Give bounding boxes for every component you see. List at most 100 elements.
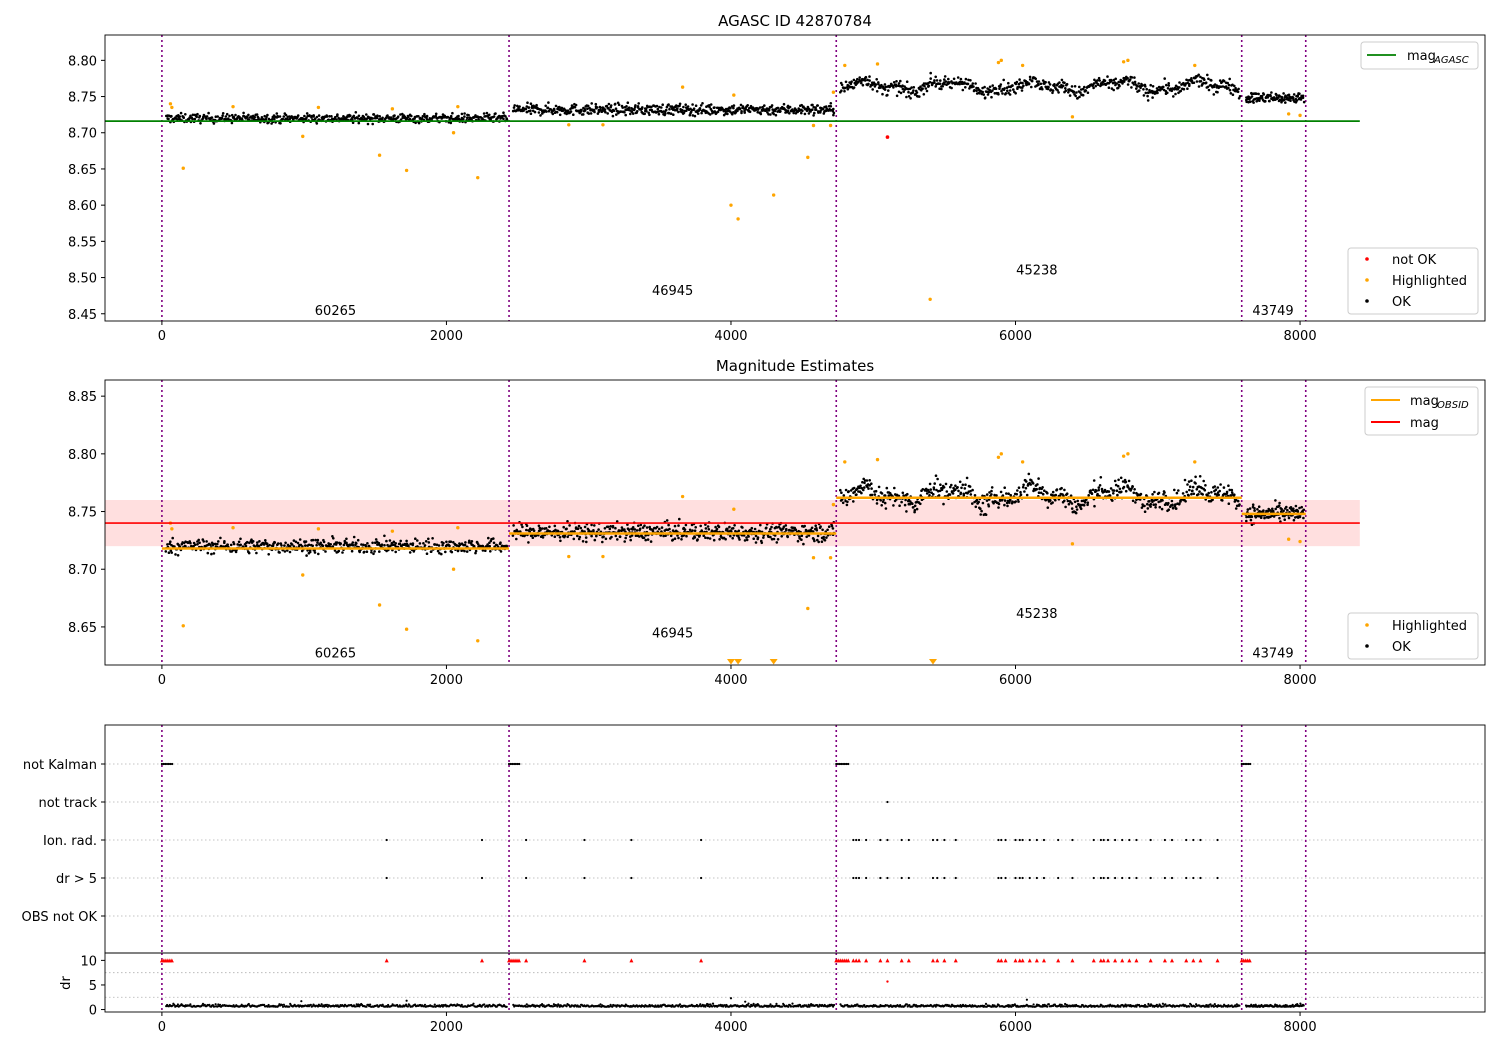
not-kalman-point — [1244, 762, 1247, 766]
p2-ok-point — [831, 527, 835, 530]
not-kalman-point — [160, 762, 164, 766]
p2-ok-point — [807, 534, 811, 537]
p2-ok-point — [936, 477, 939, 481]
p2-ok-point — [611, 525, 615, 529]
p1-ok-point — [196, 112, 199, 116]
p2-ok-point — [362, 550, 366, 554]
p1-ok-point — [921, 87, 924, 90]
p2-ok-point — [515, 537, 518, 541]
p1-ok-point — [305, 116, 308, 119]
p2-highlighted-point — [843, 460, 847, 464]
p1-ok-point — [417, 115, 420, 118]
dr-point — [288, 1005, 291, 1008]
p2-ok-point — [964, 483, 967, 487]
p2-ok-point — [945, 490, 949, 493]
p2-ok-point — [1024, 486, 1028, 490]
p2-ok-point — [737, 529, 741, 533]
p1-ok-point — [1110, 79, 1113, 83]
p2-ok-point — [892, 504, 895, 507]
p2-ok-point — [770, 525, 773, 529]
p2-ok-point — [562, 525, 565, 529]
p1-ok-point — [1112, 88, 1115, 92]
p2-ok-point — [219, 536, 222, 540]
dr-point — [214, 1003, 217, 1006]
p2-ok-point — [1279, 520, 1282, 523]
p2-ok-point — [691, 529, 694, 532]
not-kalman-point — [845, 762, 848, 766]
dr-point — [309, 1003, 312, 1006]
p1-highlighted-point — [729, 203, 733, 207]
p1-ok-point — [871, 88, 874, 91]
p2-ok-point — [985, 499, 989, 502]
dr-point — [208, 1003, 211, 1006]
p2-ok-point — [1214, 488, 1218, 492]
p1-ok-point — [901, 87, 905, 91]
dr-point — [995, 1005, 999, 1008]
p2-ok-point — [704, 523, 707, 526]
p1-highlighted-point — [1020, 63, 1025, 68]
p2-ok-point — [693, 536, 697, 539]
dr-gt-5-point — [997, 876, 1000, 880]
p2-ok-point — [1175, 491, 1179, 495]
p2-ok-point — [455, 544, 459, 547]
p1-ok-point — [1017, 82, 1021, 86]
p1-ok-point — [1224, 85, 1228, 88]
p2-ok-point — [537, 524, 541, 528]
p2-ok-point — [350, 549, 354, 553]
p2-ok-point — [1227, 502, 1231, 506]
p1-ok-point — [672, 113, 675, 116]
p1-ok-point — [1221, 85, 1225, 88]
p1-ok-point — [1078, 95, 1081, 99]
p1-highlighted-point — [1286, 112, 1291, 116]
p1-ok-point — [849, 82, 853, 86]
p2-ok-point — [292, 539, 296, 542]
p1-ytick-label: 8.80 — [68, 54, 97, 69]
dr-gt-5-point — [1185, 876, 1188, 880]
p2-ok-point — [1035, 487, 1038, 491]
p1-ok-point — [1076, 96, 1079, 100]
p2-ok-point — [827, 525, 831, 528]
p1-ok-point — [1073, 85, 1077, 88]
p1-ok-point — [216, 115, 219, 118]
p2-ok-point — [644, 538, 647, 542]
dr-point — [1059, 1005, 1062, 1008]
p1-ok-point — [381, 116, 384, 120]
p1-ok-point — [1117, 80, 1120, 84]
p2-ok-point — [1268, 509, 1272, 512]
p2-ok-point — [1222, 486, 1226, 489]
p2-ok-point — [527, 541, 530, 544]
p1-ok-point — [224, 115, 228, 118]
p1-ok-point — [1084, 89, 1088, 92]
p1-ok-point — [935, 79, 939, 82]
p1-ok-point — [1176, 87, 1180, 91]
dr-point — [354, 1005, 357, 1008]
p1-ok-point — [1075, 91, 1078, 94]
p2-ok-point — [1120, 490, 1123, 494]
p2-ok-point — [170, 551, 173, 554]
p1-ok-point — [1203, 78, 1206, 81]
p1-highlighted-point — [1121, 60, 1126, 64]
p2-ok-point — [901, 491, 905, 495]
p1-ok-point — [1098, 79, 1101, 82]
p2-ok-point — [913, 508, 917, 512]
p2-ok-point — [595, 534, 598, 538]
p1-ok-point — [352, 114, 356, 118]
ion-rad-point — [525, 838, 528, 842]
p1-ok-point — [569, 110, 573, 113]
ion-rad-point — [1057, 838, 1060, 842]
p2-ok-point — [470, 540, 474, 543]
legend-mag-agasc-subscript: AGASC — [1433, 55, 1469, 66]
p2-ok-point — [304, 544, 307, 547]
dr-point — [472, 1002, 475, 1005]
p2-ok-point — [1282, 509, 1285, 513]
p2-ok-point — [1041, 492, 1045, 496]
p1-ok-point — [668, 107, 671, 111]
p1-ytick-label: 8.55 — [68, 235, 97, 250]
p2-ok-point — [317, 552, 320, 556]
p1-ok-point — [691, 103, 694, 106]
p2-ok-point — [1197, 493, 1200, 496]
p2-ok-point — [669, 534, 673, 538]
p2-ok-point — [821, 528, 824, 532]
p1-ok-point — [1034, 77, 1037, 81]
